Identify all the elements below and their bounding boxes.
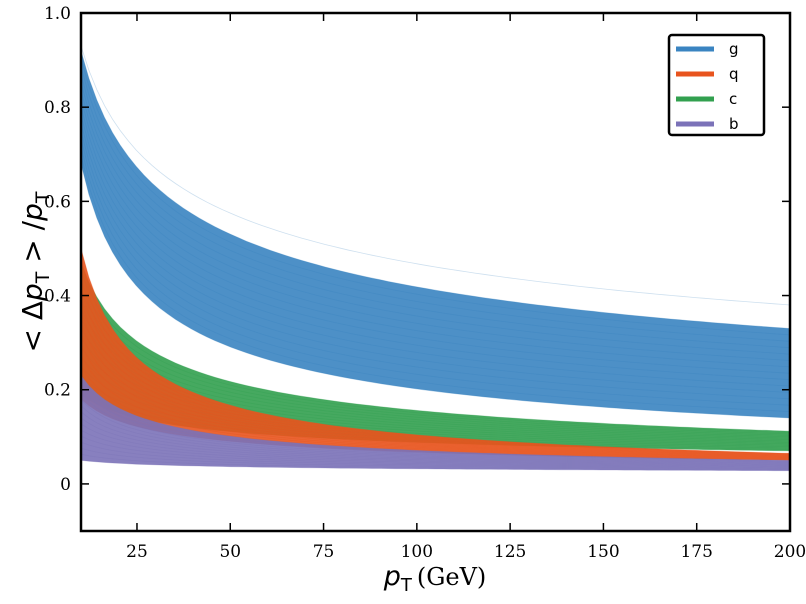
curve-g bbox=[81, 115, 790, 380]
curve-q bbox=[81, 312, 790, 457]
y-axis-ticks: 0 0.2 0.4 0.6 0.8 1.0 bbox=[44, 4, 790, 495]
curve-b bbox=[81, 405, 790, 465]
curve-b bbox=[81, 429, 790, 468]
y-tick-label: 0 bbox=[60, 475, 71, 495]
x-axis-subscript: T bbox=[400, 575, 413, 596]
y-axis-title: < ΔpT > /pT bbox=[16, 191, 54, 352]
x-axis-ticks: 25 50 75 100 125 150 175 200 bbox=[126, 13, 806, 562]
curve-q bbox=[81, 259, 790, 455]
band-g bbox=[81, 50, 790, 418]
curve-g bbox=[81, 90, 790, 361]
curve-b bbox=[81, 453, 790, 471]
curve-q bbox=[81, 291, 790, 456]
plot-bands bbox=[81, 45, 790, 472]
curve-q bbox=[81, 280, 790, 456]
curve-g bbox=[81, 58, 790, 336]
curve-b bbox=[81, 393, 790, 463]
curve-c bbox=[81, 271, 790, 433]
curve-g bbox=[81, 123, 790, 387]
y-axis-middle: > / bbox=[16, 220, 49, 271]
legend-label-c: c bbox=[729, 90, 737, 108]
curve-q bbox=[81, 366, 790, 460]
curve-c bbox=[81, 290, 790, 436]
curve-b bbox=[81, 387, 790, 463]
curve-b bbox=[81, 411, 790, 466]
curve-g bbox=[81, 147, 790, 406]
curve-q bbox=[81, 334, 790, 458]
legend-label-q: q bbox=[729, 65, 739, 83]
curve-c bbox=[81, 309, 790, 439]
curve-g bbox=[81, 74, 790, 349]
x-tick-label: 125 bbox=[494, 542, 526, 562]
curve-g bbox=[81, 107, 790, 374]
y-tick-label: 0.2 bbox=[44, 381, 71, 401]
curve-q bbox=[81, 323, 790, 458]
band-c bbox=[81, 262, 790, 451]
y-axis-subscript-2: T bbox=[32, 191, 54, 204]
curve-g bbox=[81, 98, 790, 368]
curve-b bbox=[81, 423, 790, 467]
curve-g bbox=[81, 66, 790, 342]
y-tick-label: 0.6 bbox=[44, 192, 71, 212]
curve-b bbox=[81, 417, 790, 466]
y-axis-subscript: T bbox=[32, 271, 54, 284]
x-tick-label: 100 bbox=[401, 542, 433, 562]
curve-g bbox=[81, 139, 790, 400]
x-tick-label: 75 bbox=[313, 542, 335, 562]
curve-q bbox=[81, 345, 790, 459]
x-tick-label: 50 bbox=[219, 542, 241, 562]
y-axis-prefix: < Δ bbox=[16, 301, 49, 353]
x-tick-label: 200 bbox=[774, 542, 806, 562]
curve-b bbox=[81, 460, 790, 472]
curve-c bbox=[81, 281, 790, 435]
curve-q bbox=[81, 269, 790, 455]
plot-frame bbox=[79, 11, 792, 533]
curve-q bbox=[81, 302, 790, 457]
legend-box bbox=[667, 33, 766, 137]
x-tick-label: 175 bbox=[680, 542, 712, 562]
curve-b bbox=[81, 441, 790, 469]
curve-q bbox=[81, 355, 790, 459]
legend-label-g: g bbox=[729, 40, 739, 58]
curve-b bbox=[81, 399, 790, 464]
curve-c bbox=[81, 262, 790, 432]
curve-g bbox=[81, 163, 790, 419]
x-axis-title: pT (GeV) bbox=[383, 561, 487, 596]
curve-q bbox=[81, 248, 790, 454]
x-axis-unit: (GeV) bbox=[417, 563, 486, 591]
band-b bbox=[81, 375, 790, 471]
x-tick-label: 150 bbox=[587, 542, 619, 562]
curve-g bbox=[81, 82, 790, 355]
legend-label-b: b bbox=[729, 115, 739, 133]
curve-b bbox=[81, 375, 790, 461]
curve-b bbox=[81, 435, 790, 469]
curve-g bbox=[81, 155, 790, 412]
y-axis-symbol: p bbox=[16, 283, 49, 302]
y-tick-label: 1.0 bbox=[44, 4, 71, 24]
y-tick-label: 0.4 bbox=[44, 287, 71, 307]
x-axis-symbol: p bbox=[383, 561, 401, 592]
curve-c bbox=[81, 300, 790, 438]
y-tick-label: 0.8 bbox=[44, 98, 71, 118]
curve-b bbox=[81, 381, 790, 462]
curve-g bbox=[81, 131, 790, 393]
curve-b bbox=[81, 447, 790, 470]
y-axis-symbol-2: p bbox=[16, 203, 49, 222]
x-tick-label: 25 bbox=[126, 542, 148, 562]
curve-g bbox=[81, 50, 790, 329]
outlier-curve-g bbox=[81, 45, 790, 306]
